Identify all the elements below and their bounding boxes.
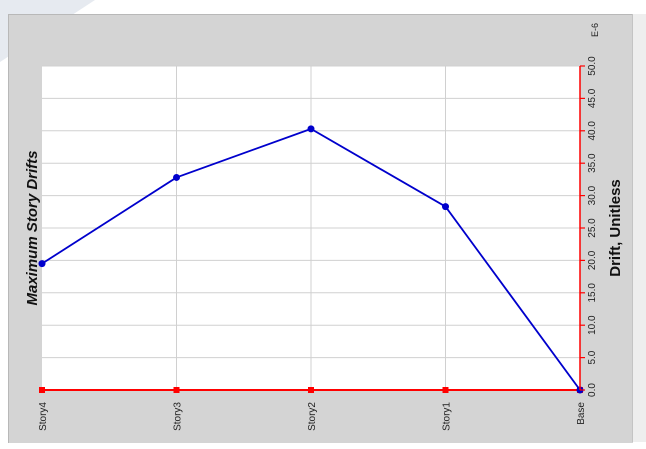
chart-title: Maximum Story Drifts bbox=[24, 150, 41, 305]
value-tick-label: 45.0 bbox=[587, 88, 598, 108]
category-label: Story3 bbox=[173, 402, 184, 431]
category-label: Story1 bbox=[442, 402, 453, 431]
category-labels: Story4 Story3 Story2 Story1 Base bbox=[38, 402, 587, 431]
y-axis-title: Drift, Unitless bbox=[607, 179, 624, 277]
baseline-marker bbox=[308, 387, 314, 393]
baseline-marker bbox=[39, 387, 45, 393]
side-scroll-panel[interactable] bbox=[632, 14, 646, 442]
baseline-marker bbox=[442, 387, 449, 393]
value-tick-label: 5.0 bbox=[587, 350, 598, 364]
data-point bbox=[307, 125, 315, 133]
value-tick-label: 15.0 bbox=[587, 283, 598, 303]
value-tick-label: 25.0 bbox=[587, 218, 598, 238]
category-label: Story2 bbox=[307, 402, 318, 431]
value-tick-label: 10.0 bbox=[587, 315, 598, 335]
data-point bbox=[442, 203, 449, 211]
baseline-marker bbox=[173, 387, 180, 393]
data-point bbox=[173, 173, 180, 181]
value-axis: 0.0 5.0 10.0 15.0 20.0 25.0 30.0 35.0 40.0 45.0 50… bbox=[579, 56, 598, 397]
category-label: Base bbox=[576, 402, 587, 425]
y-scale-label: E-6 bbox=[590, 23, 600, 37]
value-tick-label: 0.0 bbox=[587, 383, 598, 397]
value-tick-label: 30.0 bbox=[587, 185, 598, 205]
value-tick-label: 20.0 bbox=[587, 250, 598, 270]
value-tick-label: 35.0 bbox=[587, 153, 598, 173]
series-layer bbox=[38, 125, 584, 394]
category-label: Story4 bbox=[38, 402, 49, 431]
value-tick-label: 50.0 bbox=[587, 56, 598, 76]
data-point bbox=[38, 260, 46, 268]
value-tick-label: 40.0 bbox=[587, 121, 598, 141]
